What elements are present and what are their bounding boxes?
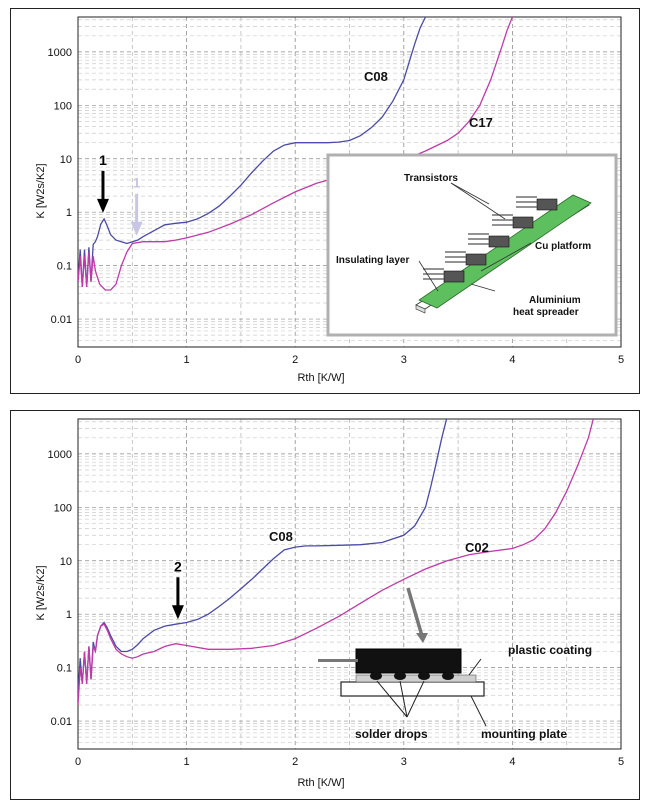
y-tick-label: 1000 xyxy=(48,449,72,461)
y-axis-label: K [W2s/K2] xyxy=(35,163,47,218)
series-line-c08 xyxy=(78,17,427,287)
series-label-c17: C17 xyxy=(469,115,493,130)
inset-module-diagram: Transistors Cu platform Insulating layer… xyxy=(326,153,618,337)
label-mounting-plate: mounting plate xyxy=(481,727,567,741)
x-tick-label: 0 xyxy=(75,354,81,366)
y-tick-label: 0.1 xyxy=(57,663,72,675)
series-label-c08: C08 xyxy=(364,69,388,84)
x-tick-label: 5 xyxy=(618,756,624,768)
y-tick-label: 1000 xyxy=(48,47,72,59)
chart-1: 0 1 2 3 4 5 0.01 0.1 1 10 100 1000 Rth [K/W] K [W2s… xyxy=(35,16,624,384)
x-tick-label: 3 xyxy=(401,354,407,366)
x-tick-label: 5 xyxy=(618,354,624,366)
transistor-icons xyxy=(443,198,558,283)
plot-frame xyxy=(77,16,622,348)
x-tick-label: 4 xyxy=(509,756,515,768)
y-tick-label: 10 xyxy=(60,556,72,568)
label-solder-drops: solder drops xyxy=(355,727,428,741)
y-tick-label: 100 xyxy=(54,502,72,514)
x-tick-label: 1 xyxy=(184,756,190,768)
x-tick-label: 1 xyxy=(184,354,190,366)
x-axis-label: Rth [K/W] xyxy=(297,372,344,384)
inset-package-diagram: plastic coating solder drops mounting pl… xyxy=(318,587,592,741)
annotation-arrow-1: 1 xyxy=(96,152,109,213)
x-tick-label: 2 xyxy=(292,354,298,366)
y-axis-label: K [W2s/K2] xyxy=(35,565,47,620)
annotation-arrow-1: 1 xyxy=(130,175,143,236)
y-tick-label: 1 xyxy=(66,207,72,219)
x-tick-label: 0 xyxy=(75,756,81,768)
x-tick-label: 3 xyxy=(401,756,407,768)
series-label-c02: C02 xyxy=(465,540,489,555)
chart-panel-1: 0 1 2 3 4 5 0.01 0.1 1 10 100 1000 Rth [K/W] K [W2s… xyxy=(10,8,640,394)
label-transistors: Transistors xyxy=(404,173,458,184)
x-axis-label: Rth [K/W] xyxy=(297,777,344,789)
label-insulating-layer: Insulating layer xyxy=(336,255,409,266)
chart-panel-2: 0 1 2 3 4 5 0.01 0.1 1 10 100 1000 Rth [K/W] K [W2s… xyxy=(10,410,640,800)
y-tick-label: 1 xyxy=(66,609,72,621)
series-label-c08: C08 xyxy=(269,529,293,544)
annotation-label: 1 xyxy=(99,152,107,168)
y-tick-label: 10 xyxy=(60,154,72,166)
series-line-c17 xyxy=(78,17,514,291)
x-tick-label: 4 xyxy=(509,354,515,366)
y-tick-label: 0.01 xyxy=(51,314,72,326)
y-tick-label: 100 xyxy=(54,100,72,112)
label-heat-spreader: heat spreader xyxy=(513,307,579,318)
y-tick-label: 0.1 xyxy=(57,261,72,273)
annotation-arrow-2: 2 xyxy=(171,558,184,620)
label-cu-platform: Cu platform xyxy=(535,241,591,252)
label-aluminium: Aluminium xyxy=(529,295,581,306)
annotation-label: 2 xyxy=(174,558,182,574)
y-tick-label: 0.01 xyxy=(51,716,72,728)
x-tick-label: 2 xyxy=(292,756,298,768)
label-plastic-coating: plastic coating xyxy=(508,643,592,657)
plot-frame xyxy=(77,418,622,750)
annotation-label: 1 xyxy=(133,175,141,191)
chart-2: 0 1 2 3 4 5 0.01 0.1 1 10 100 1000 Rth [K/W] K [W2s… xyxy=(35,418,624,789)
series-line-c02 xyxy=(78,419,594,706)
